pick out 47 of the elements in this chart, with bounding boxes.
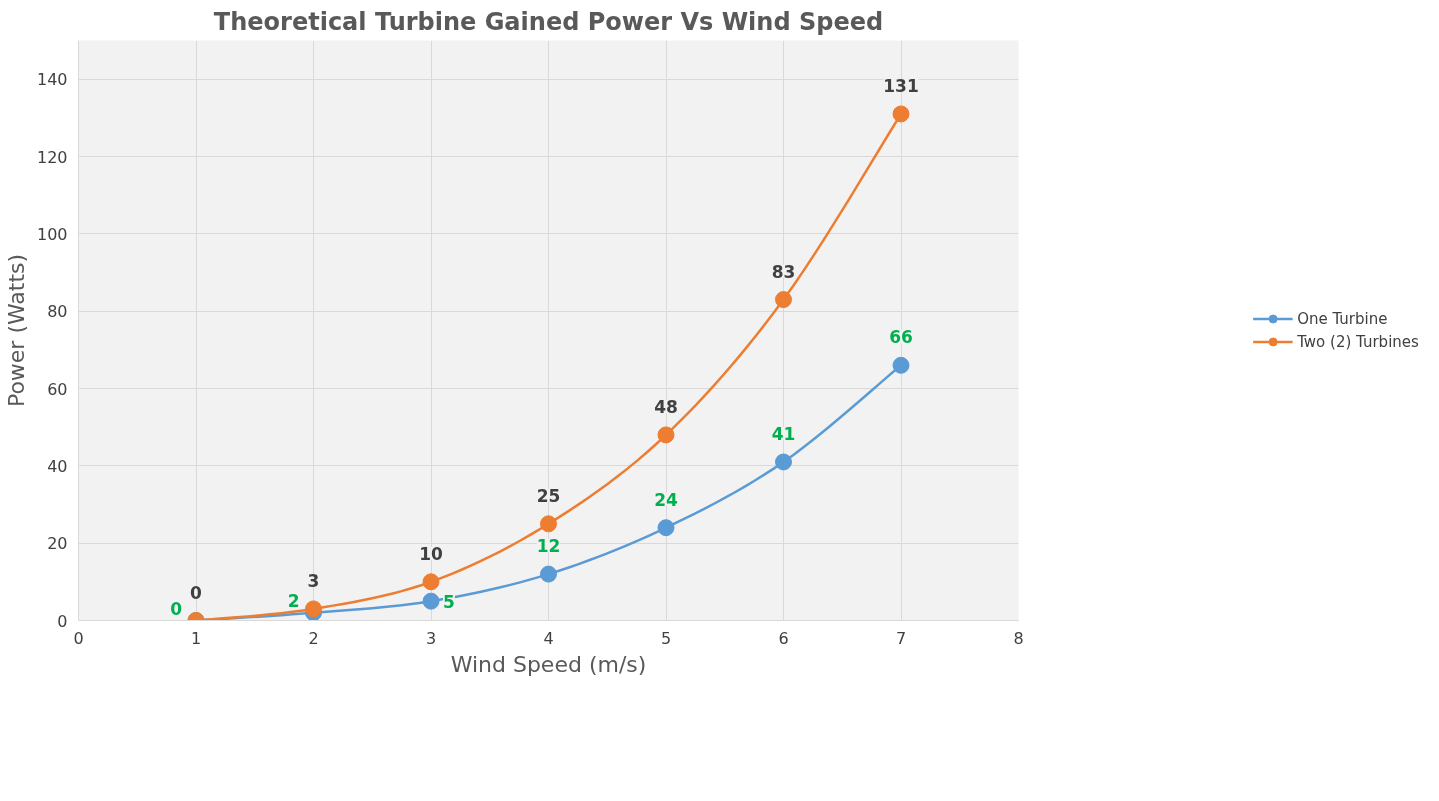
point (540, 565, 557, 583)
data-label: 66 (889, 327, 913, 348)
point (657, 426, 675, 444)
data-label: 5 (443, 591, 455, 612)
point (305, 600, 322, 618)
data-label: 0 (190, 582, 203, 603)
point (657, 519, 675, 537)
x-tick-label: 2 (308, 628, 319, 648)
x-tick-label: 8 (1013, 628, 1024, 648)
x-tick-label: 0 (73, 628, 84, 648)
x-tick-label: 5 (660, 628, 672, 648)
point (422, 573, 440, 591)
y-tick-label: 40 (47, 456, 68, 476)
x-tick-label: 6 (778, 628, 789, 648)
y-tick-label: 0 (57, 611, 68, 631)
y-tick-label: 20 (47, 534, 68, 554)
data-label: 3 (307, 570, 320, 591)
legend-label: Two (2) Turbines (1297, 332, 1419, 351)
data-label: 12 (536, 536, 561, 557)
x-axis-title: Wind Speed (m/s) (450, 651, 647, 677)
x-tick-label: 3 (425, 628, 437, 648)
x-tick-label: 1 (190, 628, 202, 648)
legend-label: One Turbine (1297, 309, 1388, 328)
y-tick-label: 100 (36, 224, 68, 244)
y-tick-label: 80 (47, 302, 68, 322)
y-tick-label: 140 (36, 70, 68, 90)
point (540, 515, 557, 533)
y-tick-label: 120 (36, 147, 68, 167)
data-label: 83 (771, 261, 796, 282)
data-label: 25 (536, 485, 561, 506)
data-label: 2 (287, 591, 300, 612)
data-label: 0 (170, 599, 183, 619)
point (775, 453, 792, 471)
point (422, 592, 440, 610)
data-label: 48 (654, 396, 678, 417)
data-label: 41 (771, 423, 796, 444)
point (892, 105, 910, 123)
data-label: 131 (883, 75, 919, 96)
y-axis-title: Power (Watts) (3, 253, 29, 408)
data-label: 10 (419, 543, 443, 564)
point (775, 291, 792, 309)
data-label: 24 (654, 489, 678, 510)
chart-title: Theoretical Turbine Gained Power Vs Wind Speed (213, 7, 884, 36)
y-tick-label: 60 (47, 379, 68, 399)
point (892, 356, 910, 374)
x-tick-label: 7 (895, 628, 907, 648)
x-tick-label: 4 (543, 628, 554, 648)
